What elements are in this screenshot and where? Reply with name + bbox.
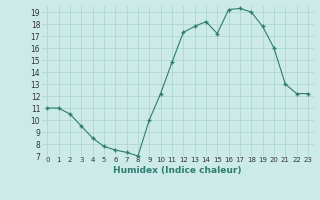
X-axis label: Humidex (Indice chaleur): Humidex (Indice chaleur) <box>113 166 242 175</box>
